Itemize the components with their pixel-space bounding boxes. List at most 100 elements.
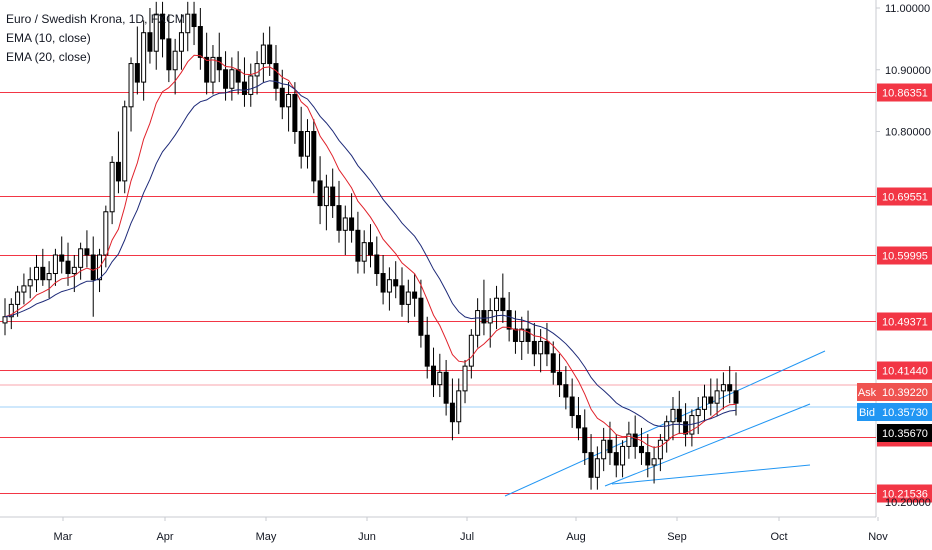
x-tick-label[interactable]: Sep [667,531,687,543]
candle [657,434,663,472]
candle [368,224,373,268]
level-price-label: 10.86351 [882,88,928,100]
candle-body-up [15,291,21,305]
level-price-tag[interactable] [877,484,932,503]
level-price-label: 10.59995 [882,251,928,263]
candle-body-up [386,279,392,293]
candle [109,156,115,225]
candle [695,397,701,435]
trend-line[interactable] [604,403,811,487]
candle [40,248,46,286]
ask-price-tag[interactable] [877,383,932,401]
y-tick-label[interactable]: 10.20000 [885,497,931,509]
candle [494,285,500,330]
candle [626,421,632,459]
candle [185,1,191,52]
candle-body-down [424,334,430,367]
candle [52,248,58,286]
candle-body-down [235,69,241,83]
candle [437,353,443,398]
last-price-tag[interactable] [877,424,932,442]
candle-body-down [90,254,96,281]
candle [582,409,588,465]
x-tick-label[interactable]: Jul [460,531,474,543]
candle-body-up [519,328,525,342]
candle [172,38,178,95]
candle [613,434,619,478]
candle [260,32,266,83]
horizontal-levels[interactable] [0,92,876,494]
candle [8,298,14,330]
ask-label-box [857,383,877,401]
candle-body-down [393,279,399,287]
candle [418,279,424,348]
candle [267,26,273,76]
candle [160,1,166,58]
candle-body-up [260,44,266,65]
y-tick-label[interactable]: 10.80000 [885,127,931,139]
ema-10-label[interactable]: EMA (10, close) [6,31,91,45]
candle-body-up [456,390,462,423]
candle [71,255,77,293]
candle [65,242,71,286]
candle [557,353,563,398]
candle-body-up [71,266,77,275]
candle [292,82,298,144]
candle [317,156,323,225]
x-tick-label[interactable]: Apr [156,531,173,543]
candle-body-down [279,87,285,108]
candle-body-up [27,279,33,287]
bid-label-box [857,403,877,421]
candle [405,279,411,323]
candle [393,261,399,299]
candle [651,446,657,484]
candle [601,427,607,472]
candle-body-down [273,63,279,89]
level-price-tag[interactable] [877,361,932,380]
candle [638,427,644,465]
x-tick-label[interactable]: Oct [770,531,787,543]
candle [664,415,670,453]
candle [531,322,537,367]
candle [59,236,65,274]
symbol-title[interactable]: Euro / Swedish Krona, 1D, FXCM [6,12,185,26]
x-tick-label[interactable]: Mar [54,531,73,543]
x-tick-label[interactable]: Jun [358,531,376,543]
x-tick-label[interactable]: Nov [868,531,888,543]
candle-body-up [405,291,411,305]
level-price-tag[interactable] [877,83,932,102]
candle-body-up [153,13,159,52]
candle [336,180,342,243]
level-price-tag[interactable] [877,312,932,331]
candle-body-down [525,328,531,342]
candle-body-up [620,445,626,466]
y-axis[interactable]: 10.86351 10.69551 10.59995 10.49371 10.41440… [857,3,932,509]
last-price-label: 10.35670 [882,428,928,440]
candle-body-up [670,408,676,423]
ema-20-label[interactable]: EMA (20, close) [6,50,91,64]
x-tick-label[interactable]: Aug [566,531,586,543]
trend-line[interactable] [611,464,811,485]
candle-body-down [65,260,71,275]
ask-label: Ask [858,387,877,399]
level-price-tag[interactable] [877,187,932,206]
candle [386,267,392,311]
candle-body-down [676,408,682,423]
candle-body-down [733,390,739,404]
candle-body-up [141,32,147,83]
ask-price-label: 10.39220 [882,387,928,399]
x-axis[interactable]: Mar Apr May Jun Jul Aug Sep Oct Nov [54,517,889,543]
level-price-tag[interactable] [877,246,932,265]
candle-body-down [638,445,644,454]
y-tick-label[interactable]: 11.00000 [885,3,930,15]
x-tick-label[interactable]: May [256,531,277,543]
y-tick-label[interactable]: 10.90000 [885,65,931,77]
bid-price-tag[interactable] [877,403,932,421]
candle-body-up [720,384,726,392]
candle [34,255,40,293]
candle [374,236,380,286]
candle [355,211,361,274]
candle-body-down [727,384,733,392]
candle [342,205,348,255]
